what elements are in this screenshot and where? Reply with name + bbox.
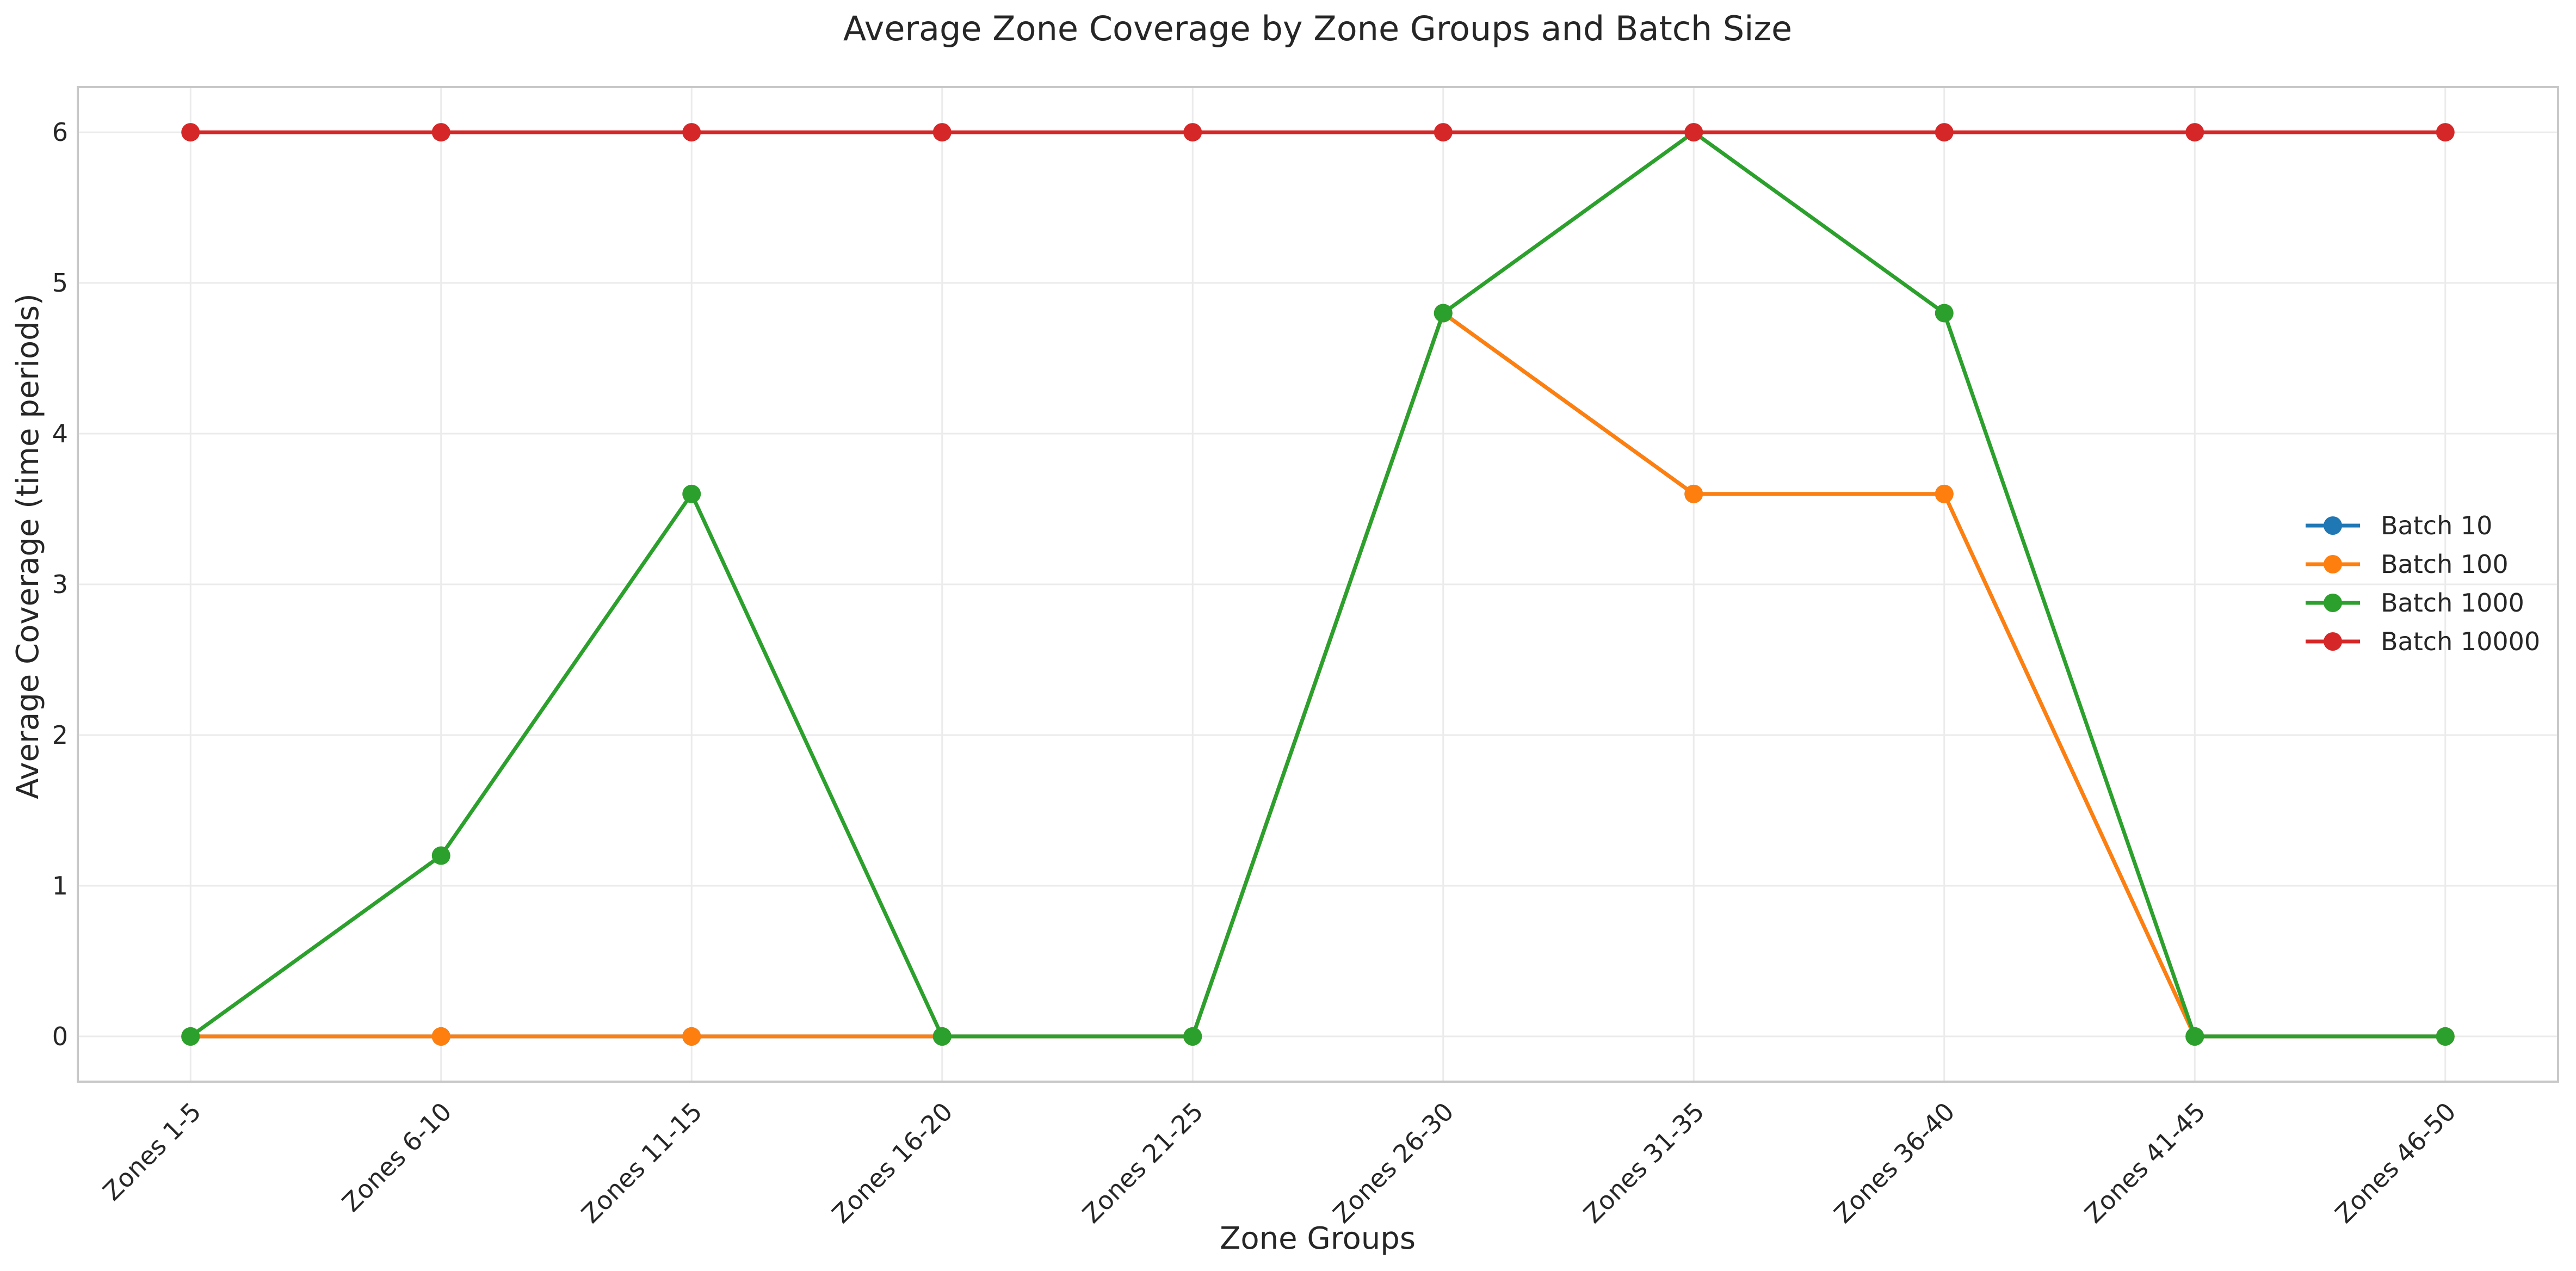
y-tick-label: 0 bbox=[52, 1022, 68, 1051]
data-point bbox=[682, 484, 701, 503]
y-tick-label: 5 bbox=[52, 268, 68, 298]
data-point bbox=[2436, 123, 2455, 142]
plot-area-frame bbox=[77, 86, 2559, 1083]
data-point bbox=[1935, 484, 1954, 503]
data-point bbox=[1434, 304, 1453, 323]
data-point bbox=[2185, 123, 2204, 142]
data-point bbox=[1183, 1027, 1202, 1046]
series-line bbox=[188, 130, 2448, 1039]
data-point bbox=[932, 123, 952, 142]
data-point bbox=[682, 123, 701, 142]
legend-marker bbox=[2324, 516, 2342, 535]
data-point bbox=[431, 123, 450, 142]
legend-label: Batch 10 bbox=[2381, 511, 2492, 540]
legend-item[interactable]: Batch 10 bbox=[2306, 511, 2492, 540]
data-point bbox=[1183, 123, 1202, 142]
data-point bbox=[1935, 304, 1954, 323]
chart-title: Average Zone Coverage by Zone Groups and… bbox=[843, 9, 1792, 48]
legend-label: Batch 10000 bbox=[2381, 627, 2540, 656]
data-point bbox=[1935, 123, 1954, 142]
data-point bbox=[1434, 123, 1453, 142]
x-axis-label: Zone Groups bbox=[1220, 1221, 1416, 1256]
data-point bbox=[1684, 484, 1703, 503]
y-tick-label: 1 bbox=[52, 871, 68, 900]
y-tick-label: 6 bbox=[52, 118, 68, 147]
data-point bbox=[431, 846, 450, 865]
data-point bbox=[431, 1027, 450, 1046]
legend[interactable]: Batch 10 Batch 100 Batch 1000 Batch 10000 bbox=[2306, 511, 2540, 656]
data-point bbox=[682, 1027, 701, 1046]
data-point bbox=[2436, 1027, 2455, 1046]
legend-label: Batch 1000 bbox=[2381, 588, 2524, 618]
y-tick-label: 2 bbox=[52, 720, 68, 750]
legend-item[interactable]: Batch 10000 bbox=[2306, 627, 2540, 656]
y-axis-label: Average Coverage (time periods) bbox=[10, 293, 46, 799]
legend-marker bbox=[2324, 555, 2342, 573]
series-group bbox=[181, 123, 2455, 1046]
y-tick-label: 4 bbox=[52, 419, 68, 448]
data-point bbox=[1684, 123, 1703, 142]
series-batch-1000 bbox=[181, 123, 2455, 1046]
legend-marker bbox=[2324, 594, 2342, 612]
y-tick-label: 3 bbox=[52, 570, 68, 599]
legend-label: Batch 100 bbox=[2381, 550, 2509, 579]
data-point bbox=[181, 123, 200, 142]
legend-marker bbox=[2324, 632, 2342, 651]
data-point bbox=[932, 1027, 952, 1046]
y-axis-ticks: 0 1 2 3 4 5 6 bbox=[52, 118, 68, 1051]
series-batch-10000 bbox=[181, 123, 2455, 142]
legend-item[interactable]: Batch 1000 bbox=[2306, 588, 2524, 618]
data-point bbox=[2185, 1027, 2204, 1046]
legend-item[interactable]: Batch 100 bbox=[2306, 550, 2509, 579]
data-point bbox=[181, 1027, 200, 1046]
